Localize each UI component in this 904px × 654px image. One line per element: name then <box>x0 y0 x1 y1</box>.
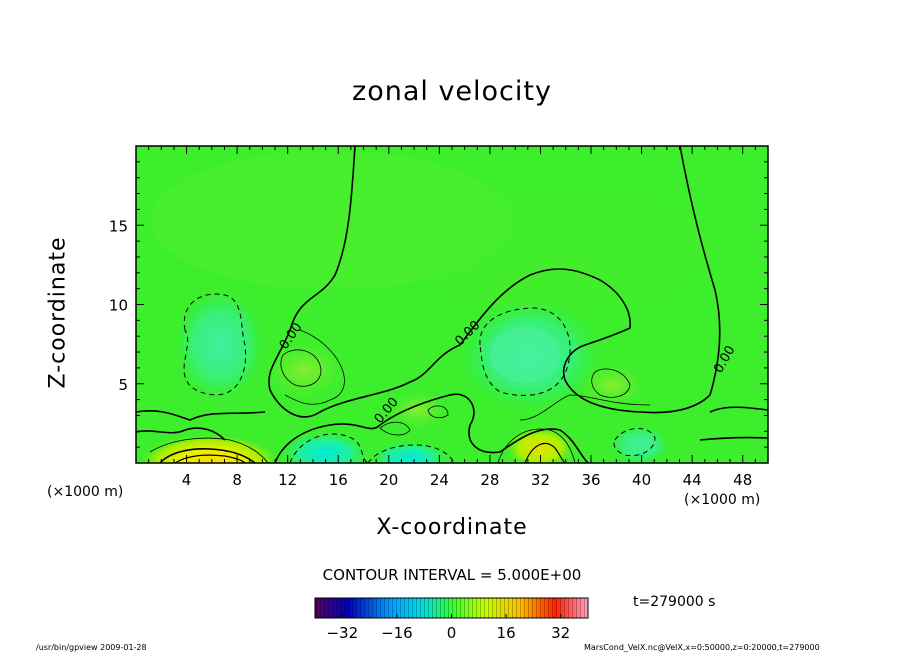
colorbar: −32 −16 0 16 32 <box>314 597 589 642</box>
chart-title: zonal velocity <box>352 76 552 107</box>
x-tick-label: 40 <box>632 471 651 489</box>
colorbar-tick-label: −16 <box>381 624 413 642</box>
time-label: t=279000 s <box>633 594 716 610</box>
y-tick-label: 15 <box>109 217 128 235</box>
x-axis-label: X-coordinate <box>376 515 528 540</box>
y-axis-label: Z-coordinate <box>45 236 71 389</box>
zero-contour-main <box>268 146 721 418</box>
x-axis: 4 8 12 16 20 24 28 32 36 40 44 48 <box>148 146 756 489</box>
footer-right: MarsCond_VelX.nc@VelX,x=0:50000,z=0:2000… <box>584 643 820 652</box>
x-tick-label: 36 <box>581 471 600 489</box>
x-tick-label: 16 <box>329 471 348 489</box>
x-tick-label: 48 <box>733 471 752 489</box>
contour-interval-text: CONTOUR INTERVAL = 5.000E+00 <box>322 566 582 584</box>
x-tick-label: 32 <box>531 471 550 489</box>
field-layer <box>136 146 768 463</box>
y-axis: 5 10 15 <box>109 161 768 448</box>
field-feature-pos-mid <box>265 340 345 400</box>
colorbar-tick-label: 16 <box>497 624 516 642</box>
x-tick-label: 8 <box>232 471 242 489</box>
y-tick-label: 5 <box>118 376 128 394</box>
x-unit-label-right: (×1000 m) <box>684 492 761 508</box>
x-tick-label: 4 <box>182 471 192 489</box>
field-feature-neg-left <box>175 290 265 400</box>
colorbar-tick-label: 32 <box>551 624 570 642</box>
x-tick-label: 12 <box>278 471 297 489</box>
x-unit-label-left: (×1000 m) <box>47 484 124 500</box>
x-tick-label: 44 <box>683 471 702 489</box>
x-tick-label: 24 <box>430 471 449 489</box>
field-feature-neg-bottom <box>280 431 370 463</box>
contour-lines <box>136 146 768 463</box>
colorbar-tick-label: 0 <box>447 624 457 642</box>
y-tick-label: 10 <box>109 297 128 315</box>
x-tick-label: 28 <box>480 471 499 489</box>
x-tick-label: 20 <box>379 471 398 489</box>
colorbar-tick-label: −32 <box>326 624 358 642</box>
footer-left: /usr/bin/gpview 2009-01-28 <box>36 643 147 652</box>
